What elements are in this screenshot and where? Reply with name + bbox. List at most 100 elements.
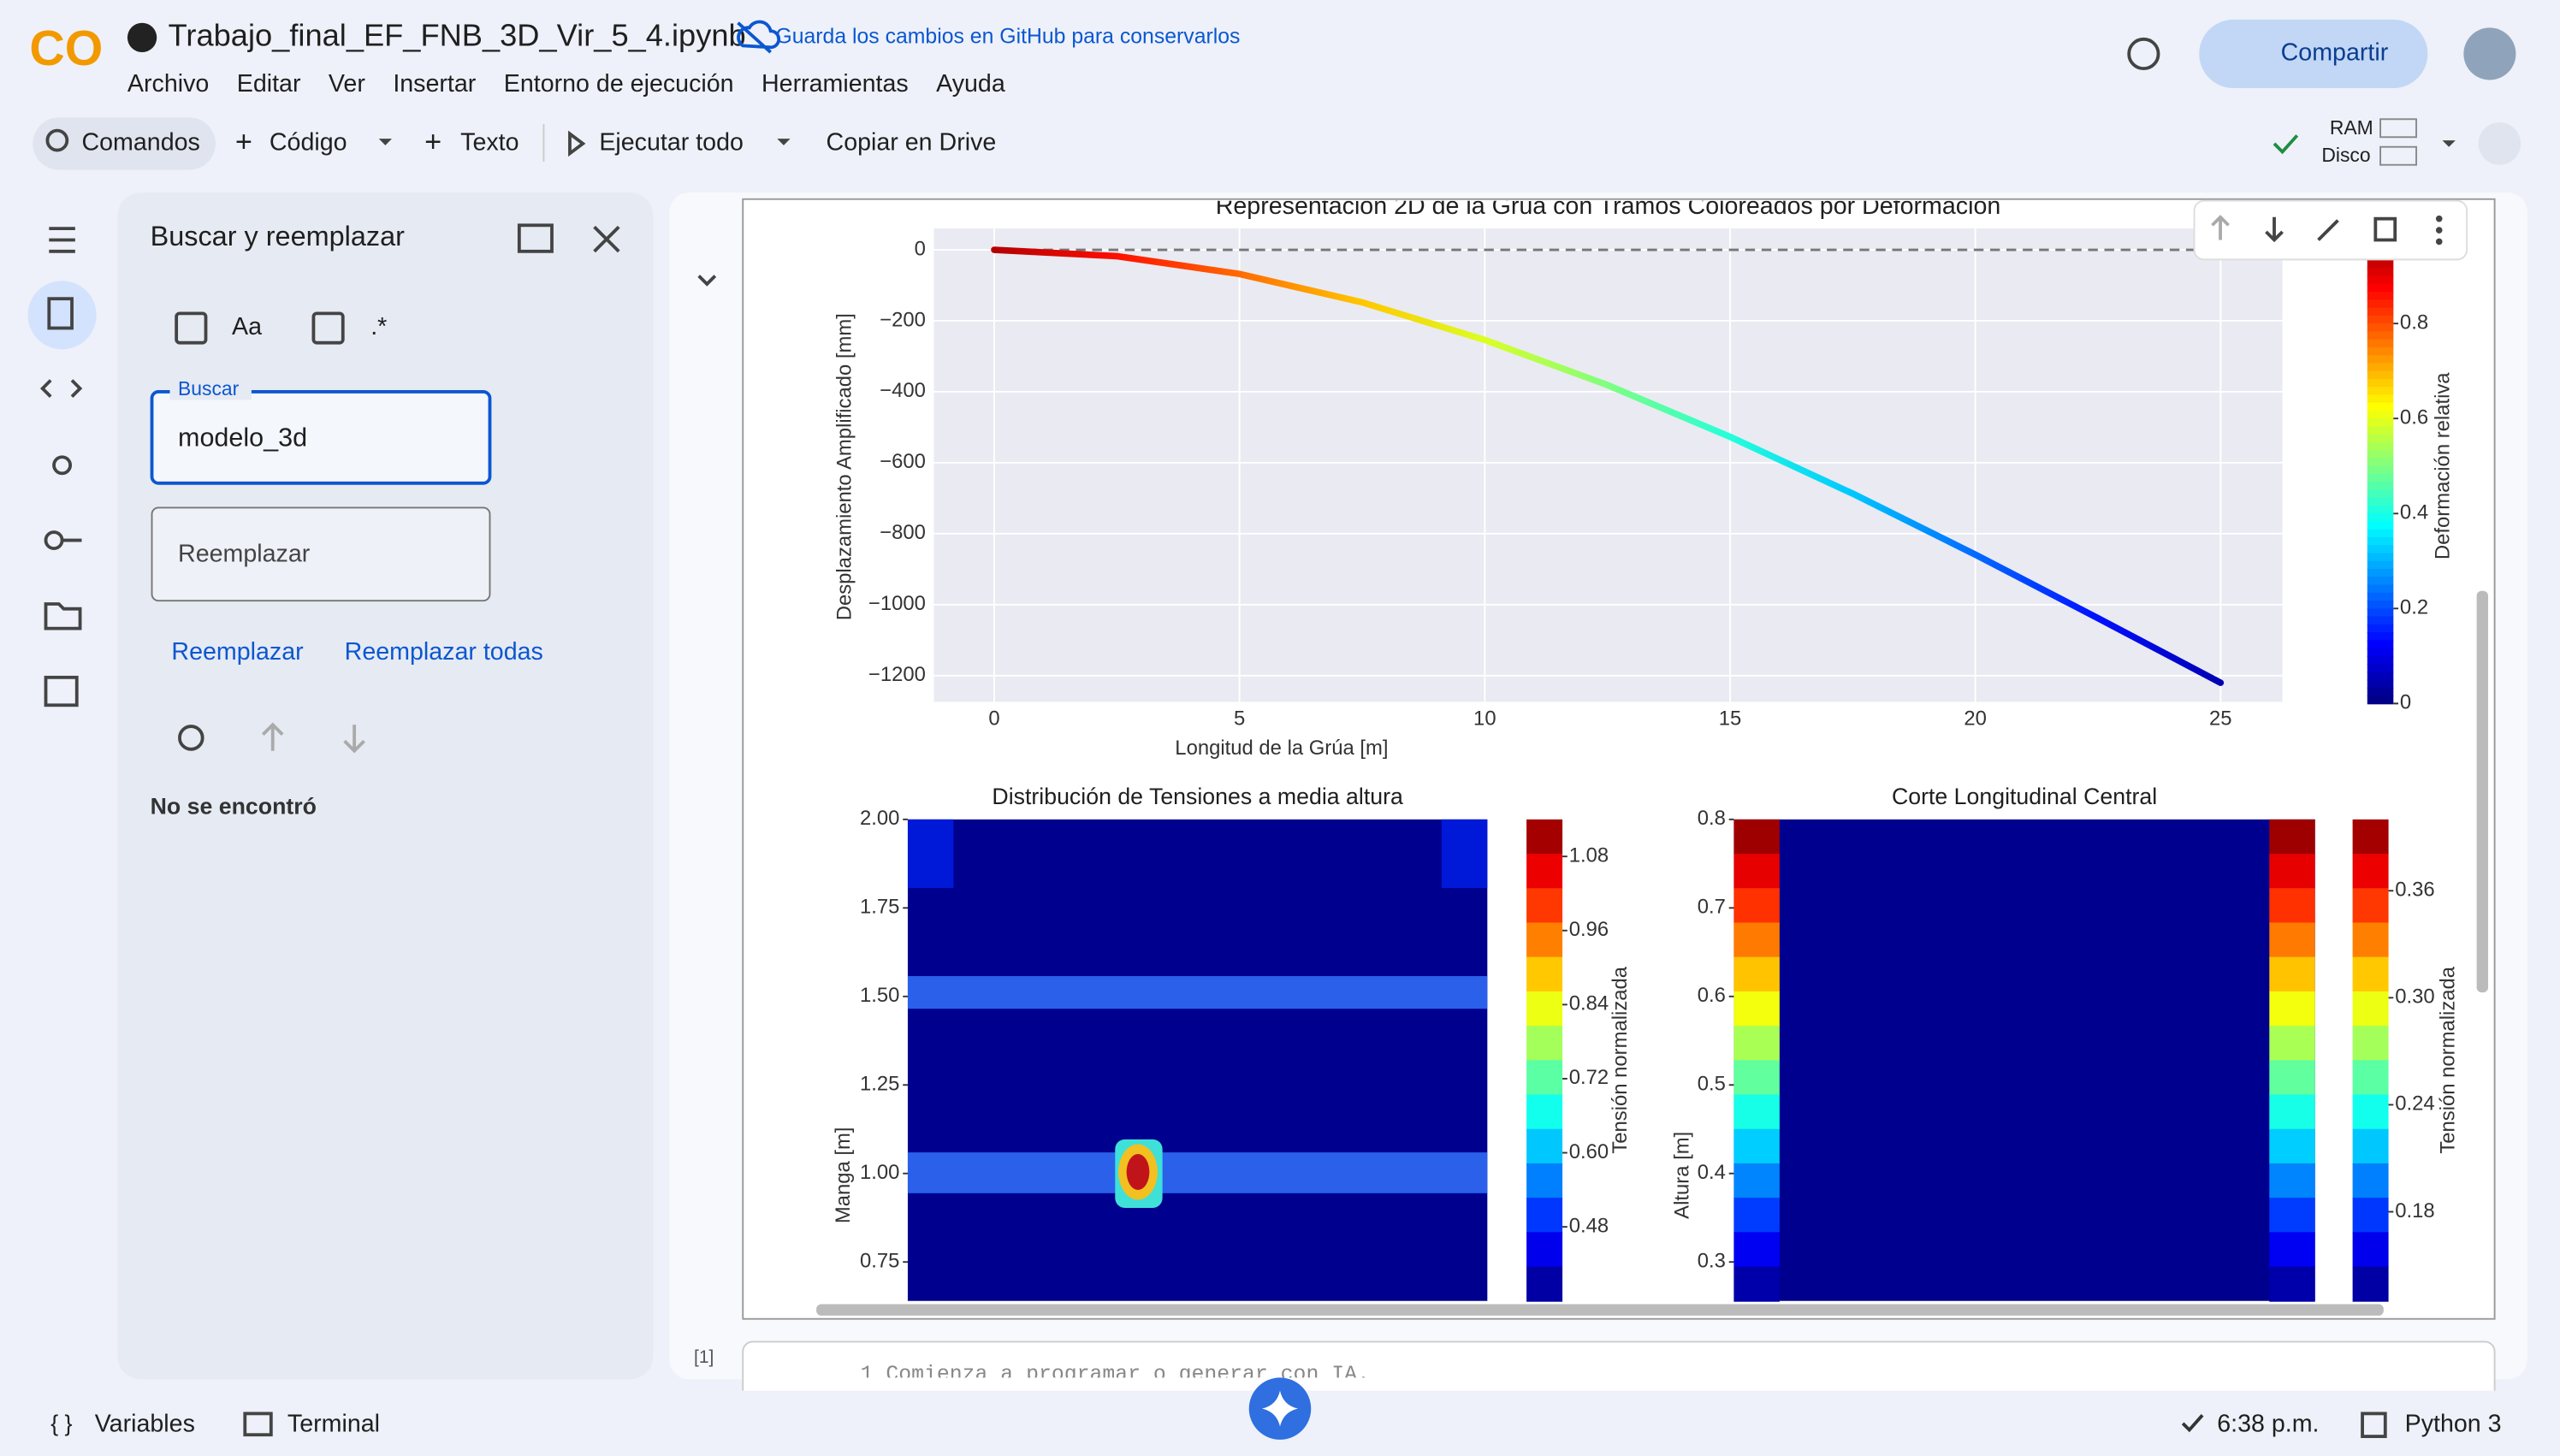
edge-cell [2269,819,2315,855]
colorbar-band [2367,346,2394,357]
colorbar-band [2367,679,2394,689]
cell [907,819,954,888]
edge-cell [1733,991,1780,1027]
edge-cell [2269,991,2315,1027]
rail-icons[interactable] [39,227,83,707]
menu-item[interactable]: Herramientas [761,70,909,98]
colorbar-tick-label: 0.8 [2400,311,2428,334]
y-tick-label: 0.75 [860,1250,899,1273]
hotspot-core [1126,1154,1150,1190]
dropdown[interactable] [777,139,791,145]
x-tick-label: 0 [988,707,999,731]
braces: { } [50,1411,72,1436]
menu-item[interactable]: Entorno de ejecución [504,70,734,98]
menu-item[interactable]: Ayuda [936,70,1005,98]
close[interactable] [593,225,620,253]
add-code[interactable]: Código [270,128,347,156]
variables[interactable]: Variables [95,1410,195,1437]
collapse-output[interactable] [697,275,717,287]
colorbar-tick-label: 0.2 [2400,596,2428,619]
rail-active [27,281,97,350]
colorbar-band [2352,922,2389,958]
share-button[interactable] [2199,19,2428,89]
colorbar-tick-label: 0 [2400,691,2411,714]
replace-placeholder[interactable]: Reemplazar [178,540,311,567]
replace-input[interactable] [151,506,491,602]
run-all[interactable]: Ejecutar todo [599,128,744,156]
edge-cell [2269,888,2315,924]
notebook-title[interactable]: Trabajo_final_EF_FNB_3D_Vir_5_4.ipynb [169,17,746,52]
terminal[interactable]: Terminal [287,1410,380,1437]
edge-cell [1733,1094,1780,1130]
colorbar-band [2367,592,2394,602]
colorbar-band [1526,1266,1563,1302]
search-value[interactable]: modelo_3d [178,423,307,452]
cell-tools[interactable] [2211,215,2443,246]
copy-drive[interactable]: Copiar en Drive [827,128,997,156]
share-label[interactable]: Compartir [2281,39,2389,67]
checkbox[interactable] [175,311,208,345]
edge-cell [2269,922,2315,958]
play-icon [568,130,586,157]
colorbar-band [2367,394,2394,404]
commands[interactable]: Comandos [81,128,199,156]
match-case[interactable]: Aa [232,313,262,340]
dropdown[interactable] [2442,140,2456,147]
menu-item[interactable]: Archivo [127,70,209,98]
v-scrollbar[interactable] [2476,590,2488,993]
colorbar-tick-label: 0.30 [2395,985,2434,1009]
runtime-icon [2361,1412,2387,1439]
colorbar-band [1526,1026,1563,1062]
menu-item[interactable]: Editar [237,70,301,98]
code-hint[interactable]: 1 Comienza a programar o generar con IA. [861,1363,1370,1387]
h-scrollbar[interactable] [816,1304,2384,1316]
colorbar-band [2352,956,2389,992]
cloud-icon [737,20,781,54]
menu-item[interactable]: Insertar [393,70,476,98]
colorbar-band [2367,655,2394,666]
colorbar-band [2367,569,2394,578]
colorbar-band [2352,1266,2389,1302]
colorbar-label: Tensión normalizada [2436,966,2459,1153]
popout[interactable] [517,223,554,253]
collapse[interactable] [2478,122,2521,165]
ram-meter [2379,118,2417,139]
time: 6:38 p.m. [2217,1410,2319,1437]
settings[interactable] [2127,37,2160,71]
edge-cell [1733,1128,1780,1164]
commands-button[interactable] [33,117,216,170]
checkbox[interactable] [311,311,345,345]
search-input[interactable] [150,390,492,485]
cloud-note[interactable]: Guarda los cambios en GitHub para conser… [775,25,1240,48]
colorbar-band [2352,1163,2389,1199]
colorbar-tick-label: 0.96 [1569,918,1609,941]
colorbar-band [2352,1094,2389,1130]
colorbar-band [2367,465,2394,475]
runtime[interactable]: Python 3 [2405,1410,2502,1437]
x-axis-label: Longitud de la Grúa [m] [1175,737,1388,760]
avatar[interactable] [2463,27,2516,80]
replace-all[interactable]: Reemplazar todas [345,638,543,666]
colorbar-band [2367,418,2394,428]
y-tick-label: −1000 [868,592,926,615]
colorbar-band [2367,489,2394,499]
refresh[interactable] [178,725,204,751]
find-panel [117,192,654,1380]
replace[interactable]: Reemplazar [171,638,304,666]
edge-cell [1733,854,1780,890]
next[interactable] [343,725,365,754]
y-tick-label: 0.8 [1698,807,1726,830]
add-text[interactable]: Texto [460,128,519,156]
colorbar-band [1526,1094,1563,1130]
colorbar-band [1526,956,1563,992]
prev[interactable] [261,722,284,751]
y-tick-label: 1.50 [860,984,899,1007]
menu-item[interactable]: Ver [329,70,365,98]
colorbar-band [1526,1128,1563,1164]
regex[interactable]: .* [370,313,387,340]
x-tick-label: 10 [1473,707,1496,731]
colorbar-band [2367,537,2394,547]
dropdown[interactable] [378,139,393,145]
search-icon [45,128,69,152]
colorbar-band [2367,687,2394,697]
